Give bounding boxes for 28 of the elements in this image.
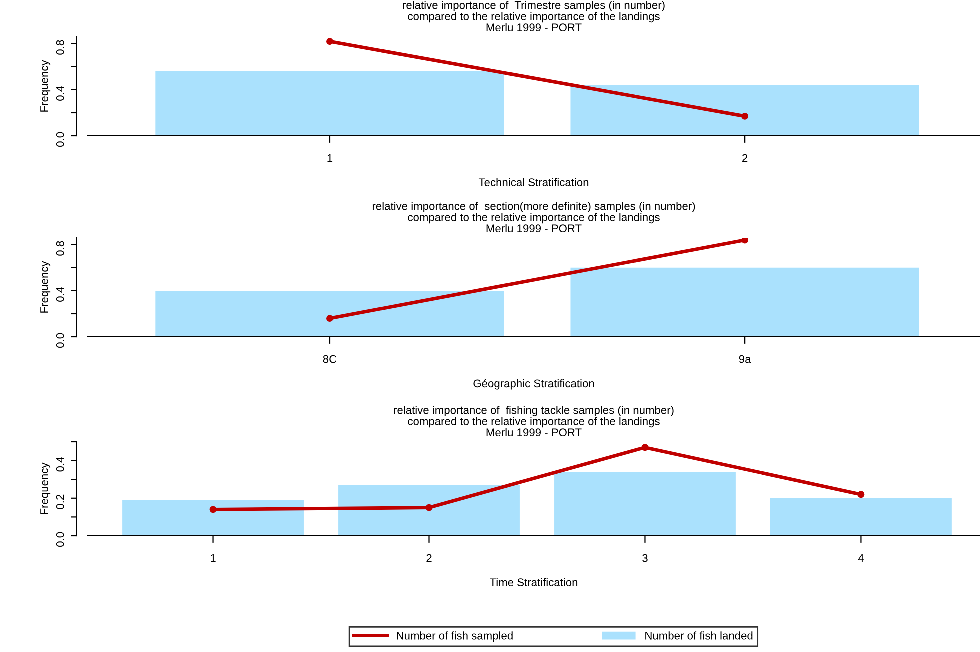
chart-title: relative importance of Trimestre samples (in number) compared to the relative importance of the landings Merlu 1999 - PORT (403, 1, 665, 32)
y-tick-label: 0.4 (56, 86, 64, 101)
x-tick-label: 1 (211, 554, 216, 562)
x-tick-label: 2 (426, 554, 432, 562)
y-axis-title: Frequency (40, 60, 51, 112)
y-tick-label: 0.8 (56, 241, 64, 256)
y-tick-label: 0.0 (56, 333, 64, 348)
y-axis-title: Frequency (40, 261, 51, 313)
y-tick-label: 0.8 (56, 40, 64, 55)
legend-label: Number of fish sampled (397, 632, 513, 642)
x-tick-label: 4 (858, 554, 864, 562)
chart-title: relative importance of fishing tackle samples (in number) compared to the relative importance of the landings Merlu 1999 - PORT (394, 406, 674, 437)
y-axis-title: Frequency (40, 462, 51, 514)
chart-title: relative importance of section(more definite) samples (in number) compared to the relative importance of the landings Merlu 1999 - PORT (372, 202, 696, 233)
x-tick-label: 3 (642, 554, 648, 562)
x-axis-title: Géographic Stratification (474, 379, 594, 390)
y-tick-label: 0.4 (56, 457, 64, 472)
y-tick-label: 0.4 (56, 287, 64, 302)
x-tick-label: 9a (739, 355, 752, 364)
legend-label: Number of fish landed (646, 632, 753, 640)
x-tick-label: 1 (328, 154, 333, 162)
x-axis-title: Time Stratification (490, 578, 578, 586)
y-tick-label: 0.0 (56, 132, 64, 147)
y-tick-label: 0.2 (56, 494, 64, 510)
x-tick-label: 8C (323, 355, 337, 364)
x-tick-label: 2 (742, 154, 748, 162)
x-axis-title: Technical Stratification (478, 178, 589, 186)
y-tick-label: 0.0 (56, 532, 64, 547)
